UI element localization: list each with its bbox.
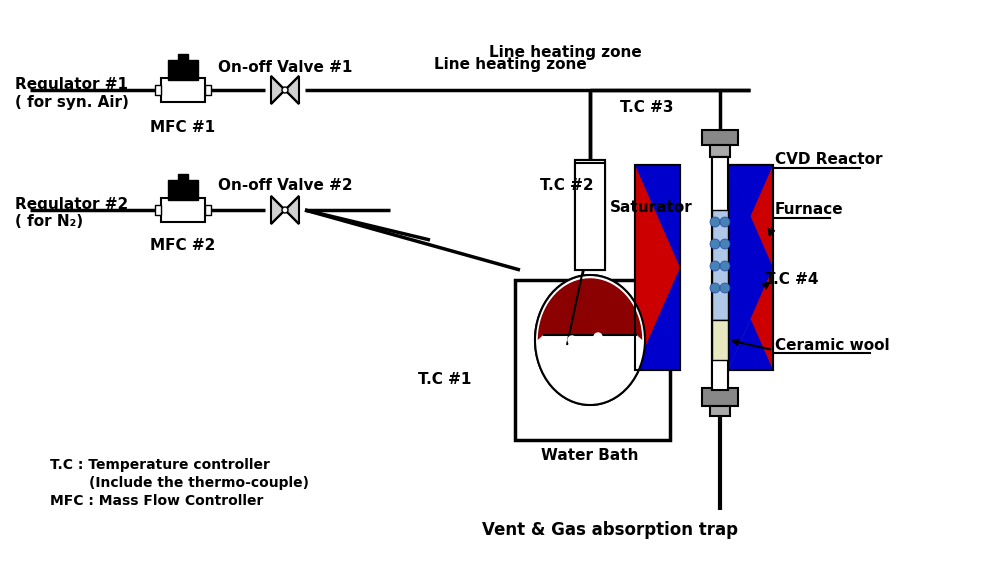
- Bar: [161, 198, 205, 222]
- Bar: [712, 157, 728, 390]
- Bar: [575, 163, 605, 270]
- Circle shape: [581, 346, 589, 354]
- Text: On-off Valve #1: On-off Valve #1: [218, 61, 352, 75]
- Ellipse shape: [535, 275, 645, 405]
- Polygon shape: [635, 268, 680, 370]
- Bar: [712, 320, 728, 360]
- Bar: [635, 165, 680, 370]
- Bar: [712, 210, 728, 320]
- Text: T.C : Temperature controller: T.C : Temperature controller: [50, 458, 270, 472]
- Text: Line heating zone: Line heating zone: [489, 44, 642, 60]
- Polygon shape: [728, 268, 773, 370]
- Bar: [575, 160, 605, 260]
- Polygon shape: [635, 165, 680, 370]
- Text: Furnace: Furnace: [775, 202, 844, 217]
- Circle shape: [282, 87, 288, 93]
- Bar: [702, 388, 738, 406]
- Circle shape: [581, 341, 589, 349]
- Bar: [728, 165, 773, 370]
- Circle shape: [568, 336, 576, 344]
- Text: Saturator: Saturator: [610, 201, 693, 215]
- Text: Water Bath: Water Bath: [542, 447, 639, 463]
- Bar: [178, 54, 188, 62]
- Polygon shape: [728, 165, 773, 370]
- Text: Vent & Gas absorption trap: Vent & Gas absorption trap: [482, 521, 738, 539]
- Circle shape: [710, 261, 720, 271]
- Bar: [710, 145, 730, 157]
- Polygon shape: [285, 196, 299, 224]
- Text: Ceramic wool: Ceramic wool: [775, 338, 890, 352]
- Circle shape: [720, 283, 730, 293]
- Bar: [515, 280, 670, 440]
- Polygon shape: [728, 165, 773, 268]
- Polygon shape: [285, 76, 299, 104]
- Polygon shape: [635, 165, 680, 268]
- Bar: [712, 157, 728, 390]
- Text: T.C #1: T.C #1: [418, 373, 472, 388]
- Circle shape: [594, 333, 602, 341]
- Circle shape: [591, 326, 599, 334]
- Polygon shape: [271, 196, 285, 224]
- Polygon shape: [728, 165, 773, 370]
- Polygon shape: [635, 165, 680, 370]
- Text: (Include the thermo-couple): (Include the thermo-couple): [50, 476, 309, 490]
- Polygon shape: [728, 165, 773, 268]
- Text: MFC : Mass Flow Controller: MFC : Mass Flow Controller: [50, 494, 263, 508]
- Text: MFC #1: MFC #1: [150, 120, 216, 135]
- Bar: [178, 174, 188, 182]
- Polygon shape: [538, 278, 643, 340]
- Text: On-off Valve #2: On-off Valve #2: [218, 178, 352, 193]
- Text: T.C #2: T.C #2: [540, 178, 594, 193]
- Bar: [635, 165, 680, 370]
- Bar: [168, 60, 198, 80]
- Circle shape: [720, 239, 730, 249]
- Text: Line heating zone: Line heating zone: [434, 57, 587, 72]
- Text: Regulator #1: Regulator #1: [15, 76, 128, 92]
- Bar: [168, 180, 198, 200]
- Text: ( for syn. Air): ( for syn. Air): [15, 94, 129, 110]
- Text: MFC #2: MFC #2: [150, 238, 216, 252]
- Polygon shape: [635, 165, 680, 370]
- Circle shape: [720, 217, 730, 227]
- Text: Regulator #2: Regulator #2: [15, 197, 129, 211]
- Bar: [205, 205, 211, 215]
- Polygon shape: [635, 268, 680, 370]
- Circle shape: [720, 261, 730, 271]
- Circle shape: [571, 331, 579, 339]
- Polygon shape: [271, 76, 285, 104]
- Bar: [575, 160, 605, 270]
- Circle shape: [710, 217, 720, 227]
- Circle shape: [596, 346, 604, 354]
- Bar: [702, 130, 738, 145]
- Ellipse shape: [535, 275, 645, 405]
- Polygon shape: [538, 278, 643, 340]
- Polygon shape: [635, 165, 680, 268]
- Circle shape: [282, 207, 288, 213]
- Bar: [710, 406, 730, 416]
- Bar: [155, 205, 161, 215]
- Polygon shape: [728, 165, 773, 370]
- Text: CVD Reactor: CVD Reactor: [775, 152, 883, 167]
- Text: T.C #3: T.C #3: [620, 101, 674, 116]
- Polygon shape: [635, 165, 680, 268]
- Bar: [155, 85, 161, 95]
- Bar: [728, 165, 773, 370]
- Circle shape: [710, 239, 720, 249]
- Circle shape: [710, 283, 720, 293]
- Text: T.C #4: T.C #4: [765, 273, 818, 288]
- Text: ( for N₂): ( for N₂): [15, 215, 83, 229]
- Bar: [161, 78, 205, 102]
- Polygon shape: [635, 268, 680, 370]
- Bar: [205, 85, 211, 95]
